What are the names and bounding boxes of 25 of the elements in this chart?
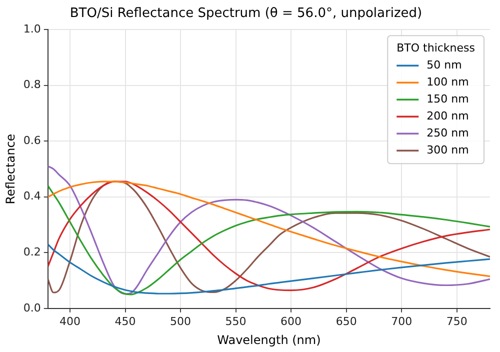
x-tick-label: 450 <box>114 314 136 328</box>
y-tick-label: 0.2 <box>23 246 41 258</box>
x-tick-label: 600 <box>280 314 302 328</box>
x-tick-label: 750 <box>446 314 468 328</box>
y-tick-label: 0.8 <box>23 78 41 92</box>
legend-label: 250 nm <box>426 126 469 140</box>
legend-label: 200 nm <box>426 109 469 122</box>
legend-label: 300 nm <box>426 143 469 156</box>
y-tick-label: 0.6 <box>23 134 41 147</box>
y-tick-label: 1.0 <box>23 22 41 36</box>
y-tick-label: 0.0 <box>23 301 41 314</box>
x-tick-label: 400 <box>60 314 80 328</box>
x-tick-label: 500 <box>170 314 192 328</box>
x-tick-label: 550 <box>225 314 246 328</box>
x-tick-label: 700 <box>391 314 412 328</box>
chart-title: BTO/Si Reflectance Spectrum (θ = 56.0°, unpolarized) <box>70 6 422 22</box>
legend-label: 150 nm <box>426 92 469 106</box>
legend-label: 50 nm <box>426 58 462 72</box>
y-axis-title: Reflectance <box>3 134 18 204</box>
line-series <box>48 243 490 294</box>
x-tick-label: 650 <box>336 314 357 328</box>
legend-label: 100 nm <box>426 75 469 88</box>
legend-title: BTO thickness <box>396 41 476 54</box>
y-tick-label: 0.4 <box>23 190 41 203</box>
x-axis-title: Wavelength (nm) <box>217 332 321 347</box>
